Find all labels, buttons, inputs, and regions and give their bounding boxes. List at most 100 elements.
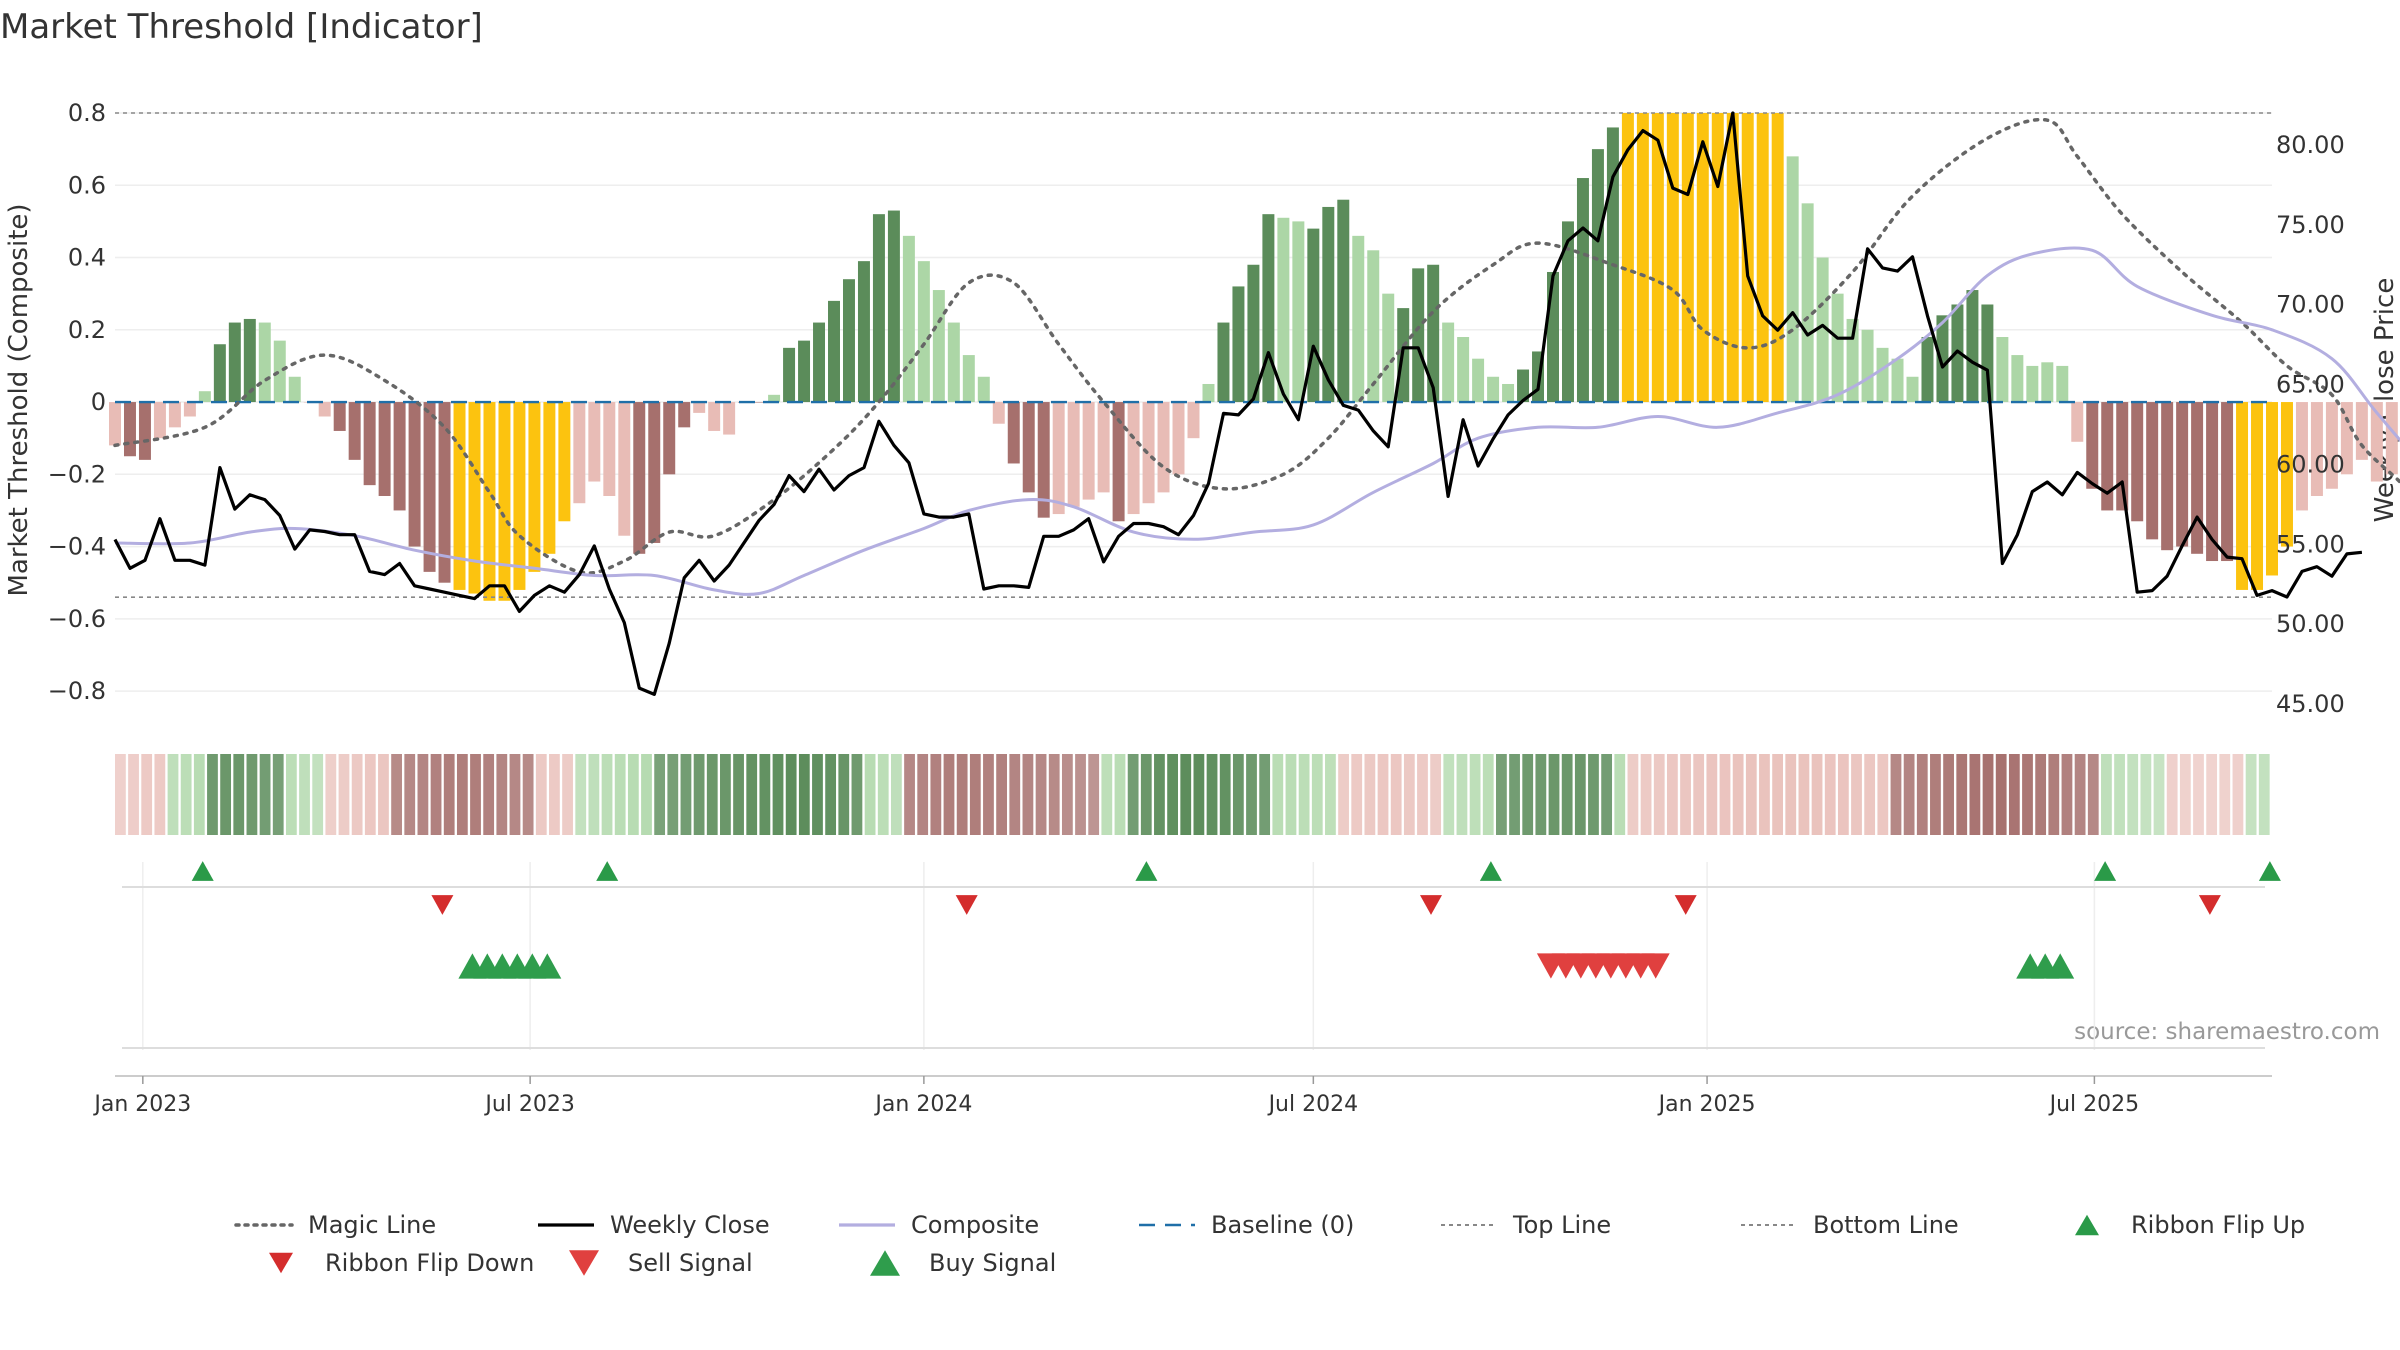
y2-axis-ticks: 80.00 75.00 70.00 65.00 60.00 55.00 50.00 45.00 bbox=[2276, 131, 2345, 718]
ribbon-cell bbox=[1403, 754, 1415, 835]
ribbon-cell bbox=[233, 754, 245, 835]
ribbon-cell bbox=[1154, 754, 1165, 835]
composite-bar bbox=[1157, 402, 1170, 493]
ribbon-cell bbox=[2140, 754, 2152, 835]
composite-bar bbox=[603, 402, 616, 496]
ribbon-cell bbox=[2206, 754, 2218, 835]
ribbon-cell bbox=[588, 754, 600, 835]
composite-bar bbox=[273, 340, 286, 403]
composite-bar bbox=[1067, 402, 1080, 507]
composite-bar bbox=[1232, 286, 1245, 403]
ribbon-flip-up-marker bbox=[191, 861, 214, 881]
ribbon-cell bbox=[654, 754, 666, 835]
x-tick-label: Jul 2024 bbox=[1267, 1092, 1359, 1117]
ribbon-cell bbox=[2193, 754, 2204, 835]
ribbon-cell bbox=[930, 754, 942, 835]
ribbon-cell bbox=[1811, 754, 1823, 835]
composite-bar bbox=[1996, 337, 2009, 403]
ribbon-cell bbox=[798, 754, 810, 835]
composite-bar bbox=[2280, 402, 2293, 547]
ribbon-cell bbox=[969, 754, 981, 835]
source-credit: source: sharemaestro.com bbox=[2074, 1019, 2380, 1045]
ribbon-cell bbox=[1601, 754, 1613, 835]
composite-bar bbox=[2131, 402, 2144, 522]
ribbon-cell bbox=[1864, 754, 1876, 835]
composite-bar bbox=[588, 402, 601, 482]
composite-bar bbox=[932, 290, 945, 403]
composite-bar bbox=[1681, 113, 1694, 403]
y-tick-label: 0.6 bbox=[68, 171, 106, 199]
ribbon-cell bbox=[1903, 754, 1915, 835]
ribbon-cell bbox=[1088, 754, 1100, 835]
composite-bar bbox=[1127, 402, 1140, 515]
composite-bar bbox=[2206, 402, 2219, 562]
legend-entry: Weekly Close bbox=[538, 1211, 770, 1239]
ribbon-cell bbox=[509, 754, 521, 835]
composite-bar bbox=[468, 402, 481, 594]
ribbon-cell bbox=[2245, 754, 2257, 835]
composite-bar bbox=[1337, 199, 1350, 403]
composite-bar bbox=[1412, 268, 1425, 403]
ribbon-cell bbox=[2035, 754, 2047, 835]
ribbon-cell bbox=[2153, 754, 2165, 835]
y2-tick-label: 50.00 bbox=[2276, 610, 2345, 638]
ribbon-cell bbox=[2008, 754, 2020, 835]
composite-bar bbox=[753, 402, 766, 403]
composite-bar bbox=[798, 340, 811, 403]
bottom-line-label: Bottom Line bbox=[1813, 1211, 1959, 1239]
ribbon-cell bbox=[1430, 754, 1442, 835]
ribbon-cell bbox=[2114, 754, 2125, 835]
ribbon-cell bbox=[2219, 754, 2231, 835]
composite-bar bbox=[1921, 337, 1934, 403]
signal-markers bbox=[191, 861, 2281, 979]
composite-bar bbox=[1487, 376, 1500, 403]
composite-bar bbox=[1756, 113, 1769, 403]
ribbon-cell bbox=[2166, 754, 2178, 835]
ribbon-cell bbox=[812, 754, 823, 835]
ribbon-cell bbox=[1653, 754, 1665, 835]
buy-signal-swatch bbox=[870, 1250, 900, 1276]
composite-bar bbox=[2056, 365, 2069, 403]
composite-bar bbox=[2251, 402, 2264, 590]
ribbon-cell bbox=[2127, 754, 2139, 835]
composite-bar bbox=[363, 402, 376, 486]
ribbon-cell bbox=[1496, 754, 1507, 835]
ribbon-cell bbox=[1745, 754, 1757, 835]
composite-bar bbox=[2011, 355, 2024, 403]
ribbon-cell bbox=[1364, 754, 1376, 835]
ribbon-cell bbox=[838, 754, 850, 835]
ribbon-cell bbox=[404, 754, 416, 835]
composite-bar bbox=[573, 402, 586, 504]
y-tick-label: 0 bbox=[91, 388, 106, 416]
ribbon-cell bbox=[1561, 754, 1573, 835]
chart-title: Market Threshold [Indicator] bbox=[0, 7, 483, 47]
ribbon-cell bbox=[1943, 754, 1954, 835]
composite-bar bbox=[2071, 402, 2084, 442]
composite-bar bbox=[348, 402, 361, 460]
composite-bar bbox=[2026, 365, 2039, 403]
ribbon-cell bbox=[535, 754, 547, 835]
ribbon-cell bbox=[1982, 754, 1994, 835]
y2-tick-label: 60.00 bbox=[2276, 450, 2345, 478]
ribbon-cell bbox=[1772, 754, 1783, 835]
ribbon-cell bbox=[1206, 754, 1218, 835]
legend-entry: Bottom Line bbox=[1741, 1211, 1959, 1239]
ribbon-cell bbox=[207, 754, 218, 835]
ribbon-cell bbox=[851, 754, 863, 835]
ribbon-cell bbox=[1456, 754, 1468, 835]
composite-bar bbox=[1532, 351, 1545, 403]
y2-tick-label: 55.00 bbox=[2276, 530, 2345, 558]
composite-bar bbox=[992, 402, 1005, 424]
ribbon-cell bbox=[575, 754, 587, 835]
ribbon-cell bbox=[1061, 754, 1073, 835]
composite-bar bbox=[2221, 402, 2234, 562]
ribbon-flip-down-marker bbox=[1420, 895, 1442, 915]
composite-bar bbox=[1621, 113, 1634, 403]
y-tick-label: −0.8 bbox=[48, 677, 106, 705]
ribbon-cell bbox=[693, 754, 705, 835]
composite-bar bbox=[1262, 214, 1275, 403]
composite-bar bbox=[438, 402, 451, 583]
legend-entry: Ribbon Flip Up bbox=[2075, 1211, 2305, 1239]
weekly-close-line bbox=[113, 111, 2363, 696]
